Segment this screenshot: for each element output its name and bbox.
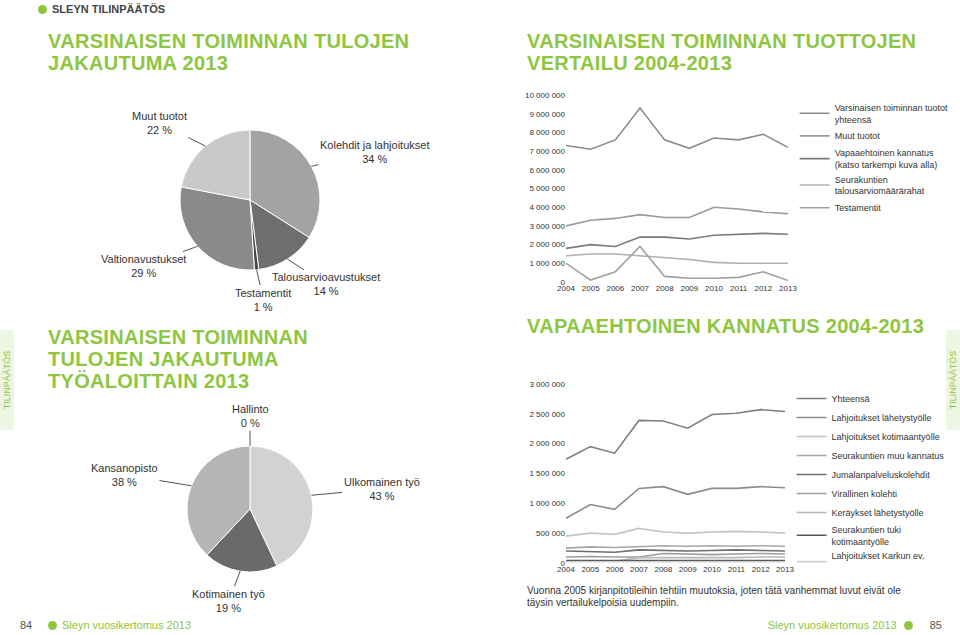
svg-text:2005: 2005: [581, 565, 599, 574]
svg-text:Lahjoitukset kotimaantyölle: Lahjoitukset kotimaantyölle: [832, 432, 940, 442]
svg-text:5 000 000: 5 000 000: [529, 184, 565, 193]
svg-text:2 000 000: 2 000 000: [529, 439, 565, 448]
svg-text:Virallinen kolehti: Virallinen kolehti: [832, 489, 897, 499]
svg-text:Talousarvioavustukset14 %: Talousarvioavustukset14 %: [272, 271, 380, 297]
svg-text:8 000 000: 8 000 000: [529, 128, 565, 137]
svg-text:1 000 000: 1 000 000: [529, 499, 565, 508]
svg-text:Kolehdit ja lahjoitukset34 %: Kolehdit ja lahjoitukset34 %: [320, 139, 429, 165]
svg-text:Kotimainen työ19 %: Kotimainen työ19 %: [192, 588, 265, 614]
svg-text:2012: 2012: [752, 565, 770, 574]
svg-text:Vapaaehtoinen kannatus(katso t: Vapaaehtoinen kannatus(katso tarkempi ku…: [835, 148, 938, 170]
svg-text:2006: 2006: [606, 565, 624, 574]
svg-text:10 000 000: 10 000 000: [525, 91, 566, 100]
svg-text:2 000 000: 2 000 000: [529, 240, 565, 249]
svg-text:2009: 2009: [680, 284, 698, 293]
svg-text:Ulkomainen työ43 %: Ulkomainen työ43 %: [344, 476, 420, 502]
svg-text:Seurakuntien muu kannatus: Seurakuntien muu kannatus: [832, 451, 945, 461]
svg-text:2013: 2013: [779, 284, 797, 293]
svg-text:Yhteensä: Yhteensä: [832, 394, 870, 404]
svg-text:2006: 2006: [606, 284, 624, 293]
svg-text:Seurakuntien tukikotimaantyöll: Seurakuntien tukikotimaantyölle: [832, 525, 902, 547]
svg-text:2012: 2012: [754, 284, 772, 293]
svg-text:0: 0: [561, 559, 566, 568]
svg-text:9 000 000: 9 000 000: [529, 110, 565, 119]
html-text:84: 84: [20, 619, 33, 631]
html-text:Vuonna 2005 kirjanpitotileihin: Vuonna 2005 kirjanpitotileihin tehtiin m…: [527, 585, 901, 608]
html-text:Sleyn vuosikertomus 2013: Sleyn vuosikertomus 2013: [767, 619, 897, 631]
svg-text:Lahjoitukset Karkun ev.opistol: Lahjoitukset Karkun ev.opistolle: [832, 551, 925, 563]
svg-text:2011: 2011: [728, 565, 746, 574]
html-text:TILINPÄÄTÖS: TILINPÄÄTÖS: [2, 350, 12, 410]
svg-text:3 000 000: 3 000 000: [529, 380, 565, 389]
svg-text:0: 0: [561, 278, 566, 287]
html-text:VARSINAISEN TOIMINNAN TUOTTOJE: VARSINAISEN TOIMINNAN TUOTTOJEN VERTAILU…: [527, 30, 917, 74]
html-text:85: 85: [929, 619, 942, 631]
html-text:opistolle: opistolle: [831, 563, 865, 573]
svg-text:2005: 2005: [582, 284, 600, 293]
html-text:VAPAAEHTOINEN KANNATUS 2004-20: VAPAAEHTOINEN KANNATUS 2004-2013: [527, 315, 925, 337]
svg-text:Keräykset lähetystyölle: Keräykset lähetystyölle: [832, 508, 924, 518]
html-text:Sleyn vuosikertomus 2013: Sleyn vuosikertomus 2013: [62, 619, 191, 631]
svg-text:Lahjoitukset lähetystyölle: Lahjoitukset lähetystyölle: [832, 413, 932, 423]
svg-text:2007: 2007: [630, 565, 648, 574]
svg-text:Testamentit1 %: Testamentit1 %: [235, 287, 291, 313]
svg-text:Testamentit: Testamentit: [835, 203, 882, 213]
svg-text:2 500 000: 2 500 000: [529, 410, 565, 419]
svg-text:Hallinto0 %: Hallinto0 %: [232, 403, 269, 429]
svg-text:Varsinaisen toiminnan tuototyh: Varsinaisen toiminnan tuototyhteensä: [835, 103, 948, 125]
svg-text:2004: 2004: [557, 565, 575, 574]
svg-text:1 000 000: 1 000 000: [529, 259, 565, 268]
svg-text:2008: 2008: [656, 284, 674, 293]
svg-text:2011: 2011: [730, 284, 748, 293]
svg-text:Muut tuotot22 %: Muut tuotot22 %: [132, 110, 187, 136]
svg-text:Muut tuotot: Muut tuotot: [835, 131, 881, 141]
svg-text:2004: 2004: [557, 284, 575, 293]
svg-text:2009: 2009: [679, 565, 697, 574]
svg-text:2013: 2013: [776, 565, 794, 574]
svg-text:Kansanopisto38 %: Kansanopisto38 %: [91, 462, 158, 488]
svg-text:2007: 2007: [631, 284, 649, 293]
svg-text:6 000 000: 6 000 000: [529, 166, 565, 175]
svg-text:2008: 2008: [654, 565, 672, 574]
svg-text:2010: 2010: [705, 284, 723, 293]
svg-text:1 500 000: 1 500 000: [529, 469, 565, 478]
svg-text:4 000 000: 4 000 000: [529, 203, 565, 212]
html-text:VARSINAISEN TOIMINNAN TULOJEN: VARSINAISEN TOIMINNAN TULOJEN JAKAUTUMA …: [48, 326, 308, 392]
svg-text:2010: 2010: [703, 565, 721, 574]
html-text:TILINPÄÄTÖS: TILINPÄÄTÖS: [948, 350, 958, 410]
html-text:SLEYN TILINPÄÄTÖS: SLEYN TILINPÄÄTÖS: [52, 3, 166, 15]
svg-text:3 000 000: 3 000 000: [529, 222, 565, 231]
svg-text:Valtionavustukset29 %: Valtionavustukset29 %: [101, 253, 186, 279]
svg-text:Seurakuntientalousarviomäärära: Seurakuntientalousarviomäärärahat: [835, 175, 925, 197]
html-text:VARSINAISEN TOIMINNAN TULOJEN: VARSINAISEN TOIMINNAN TULOJEN JAKAUTUMA …: [48, 30, 410, 74]
svg-text:500 000: 500 000: [536, 529, 565, 538]
svg-text:7 000 000: 7 000 000: [529, 147, 565, 156]
svg-text:Jumalanpalveluskolehdit: Jumalanpalveluskolehdit: [832, 470, 931, 480]
